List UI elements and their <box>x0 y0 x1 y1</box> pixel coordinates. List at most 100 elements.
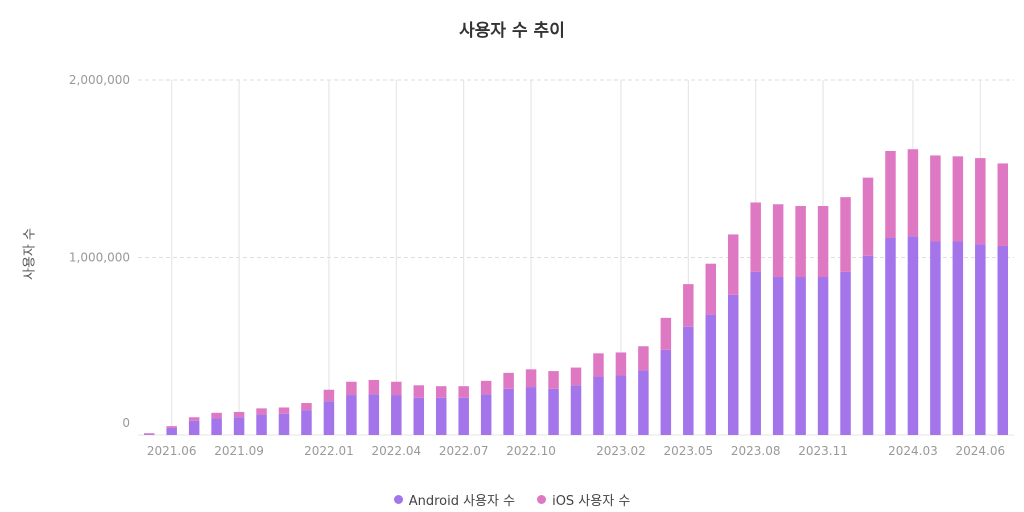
bar-android-2023.07[interactable] <box>727 294 739 435</box>
bar-ios-2021.06[interactable] <box>166 426 177 428</box>
y-tick-label: 2,000,000 <box>69 73 130 87</box>
bar-ios-2023.05[interactable] <box>683 284 694 327</box>
bar-android-2024.03[interactable] <box>907 236 919 435</box>
bar-ios-2024.02[interactable] <box>885 151 896 238</box>
bar-android-2021.11[interactable] <box>278 413 290 435</box>
bar-android-2022.08[interactable] <box>480 394 492 435</box>
bar-ios-2022.05[interactable] <box>413 385 425 398</box>
bar-android-2023.02[interactable] <box>615 375 627 435</box>
bar-ios-2022.01[interactable] <box>323 389 335 402</box>
bar-ios-2023.03[interactable] <box>638 346 649 371</box>
bar-android-2024.02[interactable] <box>885 237 896 435</box>
bar-android-2022.01[interactable] <box>323 401 335 435</box>
bar-android-2021.07[interactable] <box>188 420 200 435</box>
bar-android-2021.05[interactable] <box>143 434 155 435</box>
bar-android-2022.12[interactable] <box>570 385 582 435</box>
bar-android-2021.12[interactable] <box>301 410 312 435</box>
x-tick-label: 2022.10 <box>506 444 556 458</box>
bar-android-2023.09[interactable] <box>772 277 784 435</box>
legend-label-ios: iOS 사용자 수 <box>552 494 631 509</box>
bar-android-2022.05[interactable] <box>413 397 425 435</box>
bar-ios-2021.11[interactable] <box>278 407 290 414</box>
bar-ios-2023.08[interactable] <box>750 202 761 272</box>
bar-ios-2022.11[interactable] <box>548 371 559 389</box>
bar-android-2023.11[interactable] <box>817 277 829 435</box>
bar-android-2022.06[interactable] <box>435 397 447 435</box>
bar-ios-2023.02[interactable] <box>615 352 627 376</box>
bar-android-2022.11[interactable] <box>548 388 559 435</box>
bar-android-2023.03[interactable] <box>638 370 649 435</box>
bar-ios-2022.09[interactable] <box>503 372 514 389</box>
bar-android-2023.10[interactable] <box>795 277 806 435</box>
x-tick-label: 2021.06 <box>147 444 197 458</box>
bar-ios-2021.07[interactable] <box>188 417 200 421</box>
bar-android-2023.12[interactable] <box>840 271 851 435</box>
bar-android-2023.05[interactable] <box>683 326 694 435</box>
bar-ios-2022.02[interactable] <box>346 381 357 396</box>
bar-ios-2022.12[interactable] <box>570 367 582 386</box>
bar-android-2024.05[interactable] <box>952 241 964 435</box>
bar-ios-2024.07[interactable] <box>997 163 1009 246</box>
bar-android-2024.06[interactable] <box>975 244 986 435</box>
x-tick-label: 2022.01 <box>304 444 354 458</box>
bar-ios-2022.07[interactable] <box>458 386 469 398</box>
bar-android-2021.10[interactable] <box>256 414 267 435</box>
chart-title: 사용자 수 추이 <box>459 21 565 41</box>
bar-ios-2022.03[interactable] <box>368 379 380 395</box>
bar-ios-2022.08[interactable] <box>480 380 492 395</box>
bar-ios-2022.04[interactable] <box>391 381 402 396</box>
bar-android-2024.04[interactable] <box>930 241 941 435</box>
bar-ios-2023.09[interactable] <box>772 204 784 278</box>
bar-ios-2023.04[interactable] <box>660 317 672 350</box>
bar-android-2023.08[interactable] <box>750 271 761 435</box>
bar-android-2024.07[interactable] <box>997 245 1009 435</box>
bar-ios-2022.10[interactable] <box>525 369 537 388</box>
bar-android-2022.07[interactable] <box>458 397 469 435</box>
bar-ios-2024.04[interactable] <box>930 155 941 242</box>
legend-dot-ios <box>537 495 547 504</box>
bar-ios-2023.10[interactable] <box>795 206 806 278</box>
bar-android-2022.09[interactable] <box>503 388 514 435</box>
bar-ios-2021.08[interactable] <box>211 412 222 419</box>
bar-ios-2024.03[interactable] <box>907 149 919 237</box>
x-tick-label: 2023.11 <box>798 444 848 458</box>
x-tick-label: 2023.02 <box>596 444 646 458</box>
bar-ios-2023.11[interactable] <box>817 206 829 278</box>
bar-android-2022.02[interactable] <box>346 395 357 435</box>
bar-android-2022.04[interactable] <box>391 395 402 435</box>
legend-dot-android <box>393 495 403 504</box>
bar-ios-2021.09[interactable] <box>233 411 245 418</box>
legend-item-ios[interactable]: iOS 사용자 수 <box>537 490 630 509</box>
bar-android-2021.09[interactable] <box>233 417 245 435</box>
bar-ios-2024.06[interactable] <box>975 158 986 245</box>
bar-android-2023.01[interactable] <box>593 376 604 435</box>
x-tick-label: 2023.05 <box>663 444 713 458</box>
bar-ios-2022.06[interactable] <box>435 386 447 398</box>
bar-ios-2023.06[interactable] <box>705 263 717 315</box>
x-tick-label: 2024.03 <box>888 444 938 458</box>
y-tick-label: 1,000,000 <box>69 251 130 265</box>
bar-ios-2023.01[interactable] <box>593 353 604 377</box>
y-tick-label: 0 <box>122 416 130 430</box>
bar-layer <box>143 149 1009 435</box>
bar-android-2024.01[interactable] <box>862 255 874 435</box>
legend-label-android: Android 사용자 수 <box>408 494 516 509</box>
bar-ios-2021.12[interactable] <box>301 403 312 411</box>
bar-ios-2021.05[interactable] <box>143 433 155 435</box>
bar-ios-2021.10[interactable] <box>256 408 267 415</box>
bar-android-2021.08[interactable] <box>211 418 222 435</box>
bar-ios-2023.12[interactable] <box>840 197 851 272</box>
bar-android-2023.04[interactable] <box>660 349 672 435</box>
bar-ios-2023.07[interactable] <box>727 234 739 295</box>
bar-android-2022.03[interactable] <box>368 394 380 435</box>
legend-item-android[interactable]: Android 사용자 수 <box>393 490 516 509</box>
bar-ios-2024.01[interactable] <box>862 177 874 256</box>
bar-android-2022.10[interactable] <box>525 387 537 435</box>
x-tick-label: 2023.08 <box>731 444 781 458</box>
tick-layer: 0 1,000,000 2,000,000 2021.06 2021.09 2022.01… <box>69 73 1005 458</box>
bar-android-2023.06[interactable] <box>705 314 717 435</box>
bar-android-2021.06[interactable] <box>166 427 177 435</box>
legend: Android 사용자 수 iOS 사용자 수 <box>0 490 1024 509</box>
x-tick-label: 2021.09 <box>214 444 264 458</box>
bar-ios-2024.05[interactable] <box>952 156 964 242</box>
